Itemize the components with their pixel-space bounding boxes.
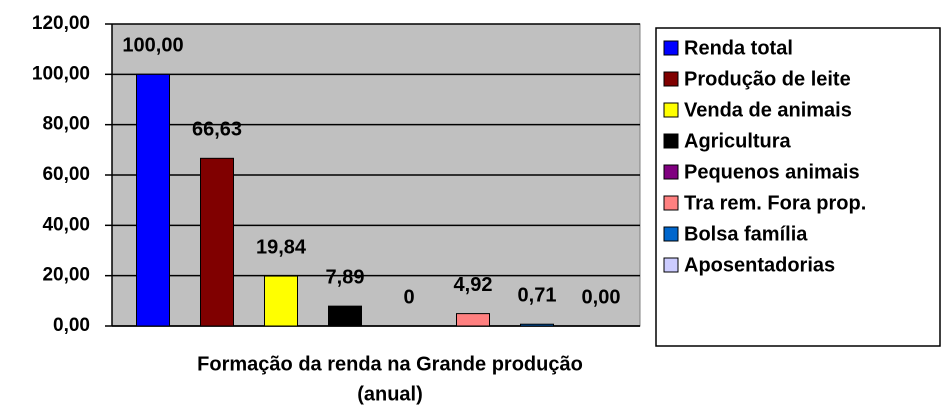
legend-swatch	[663, 71, 679, 87]
legend-label: Bolsa família	[684, 223, 808, 245]
y-tick-label: 100,00	[32, 63, 90, 84]
x-axis-label: (anual)	[357, 383, 423, 405]
y-tick-label: 40,00	[42, 214, 90, 235]
y-tick-label: 60,00	[42, 164, 90, 185]
legend-label: Venda de animais	[684, 99, 852, 121]
legend-swatch	[663, 195, 679, 211]
legend-swatch	[663, 133, 679, 149]
data-label: 4,92	[454, 274, 493, 296]
legend-box	[655, 27, 941, 347]
legend-label: Aposentadorias	[684, 254, 835, 276]
data-label: 7,89	[326, 266, 365, 288]
data-label: 0,71	[518, 284, 557, 306]
legend-label: Agricultura	[684, 130, 792, 152]
bar	[456, 313, 490, 327]
y-tick-label: 0,00	[53, 315, 90, 336]
legend-label: Tra rem. Fora prop.	[684, 192, 866, 214]
x-axis-label: Formação da renda na Grande produção	[197, 353, 583, 375]
legend-label: Renda total	[684, 37, 793, 59]
y-tick-label: 20,00	[42, 265, 90, 286]
y-tick-label: 80,00	[42, 114, 90, 135]
bar	[328, 305, 362, 327]
legend-swatch	[663, 164, 679, 180]
data-label: 0	[403, 286, 414, 308]
data-label: 19,84	[256, 236, 307, 258]
bar	[136, 73, 170, 327]
bar	[520, 323, 554, 327]
data-label: 0,00	[582, 286, 621, 308]
legend-swatch	[663, 226, 679, 242]
legend-swatch	[663, 102, 679, 118]
legend-swatch	[663, 40, 679, 56]
y-tick-label: 120,00	[32, 13, 90, 34]
data-label: 100,00	[122, 35, 183, 57]
legend-label: Produção de leite	[684, 68, 851, 90]
bar	[200, 157, 234, 327]
legend-label: Pequenos animais	[684, 161, 860, 183]
data-label: 66,63	[192, 119, 242, 141]
bar	[264, 275, 298, 327]
legend-swatch	[663, 257, 679, 273]
